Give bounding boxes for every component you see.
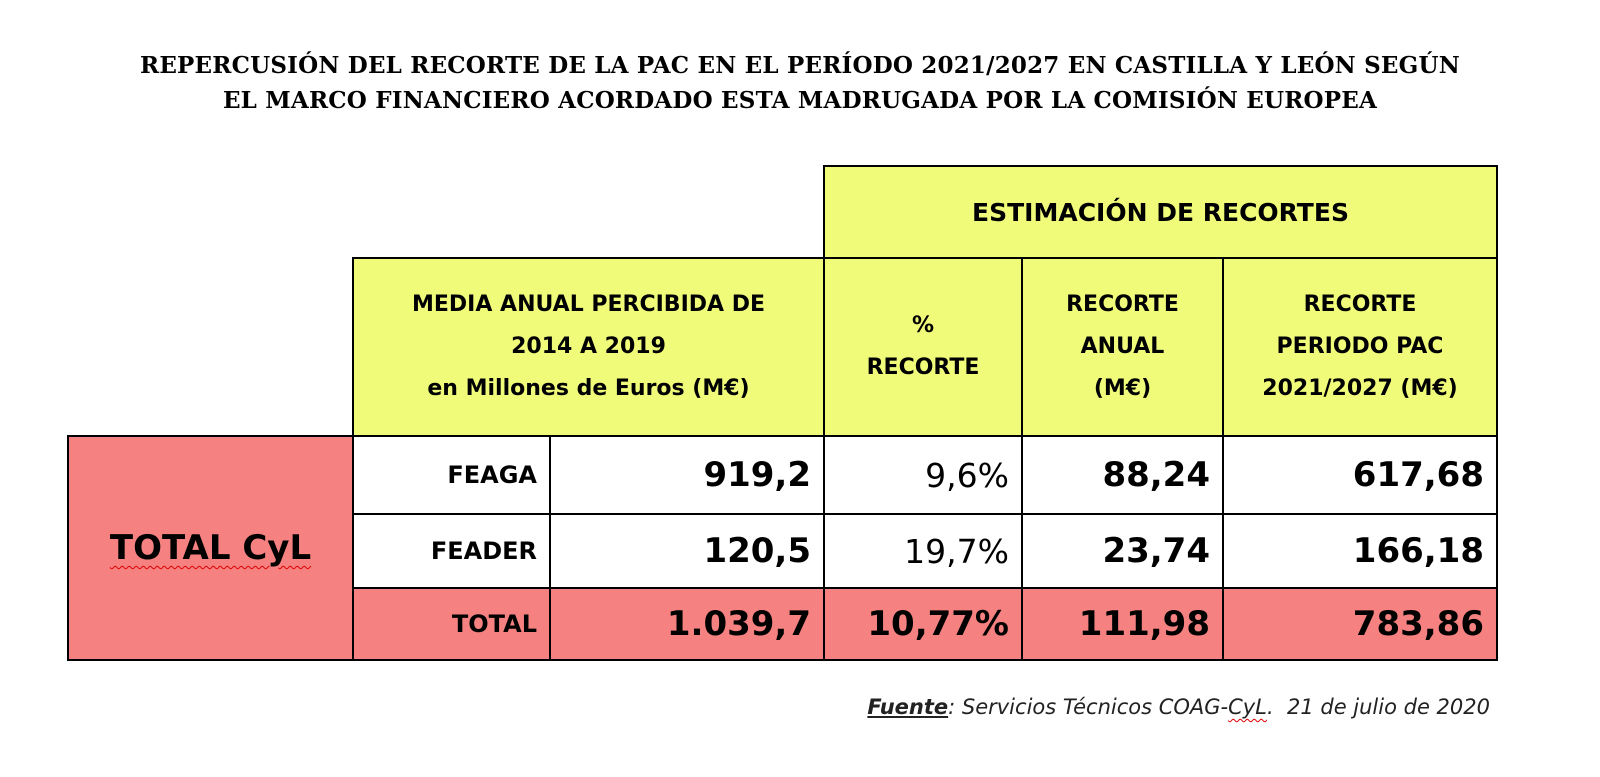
- row-label-total: TOTAL: [352, 587, 551, 661]
- pct-header-line1: %: [911, 313, 935, 338]
- cell-feader-periodo-value: 166,18: [1352, 531, 1484, 571]
- cell-feader-media-value: 120,5: [703, 531, 811, 571]
- anual-header-line2: ANUAL: [1080, 334, 1165, 359]
- cell-feaga-media: 919,2: [549, 435, 825, 515]
- total-cyl-text: TOTAL CyL: [109, 528, 312, 568]
- total-cyl-label: TOTAL CyL: [67, 435, 354, 661]
- cell-feaga-periodo-value: 617,68: [1352, 455, 1484, 495]
- source-note: Fuente: Servicios Técnicos COAG-CyL. 21 …: [867, 695, 1490, 719]
- cell-total-anual-value: 111,98: [1078, 604, 1210, 644]
- cell-feader-anual-value: 23,74: [1102, 531, 1210, 571]
- anual-header: RECORTE ANUAL (M€): [1021, 257, 1224, 437]
- anual-header-line3: (M€): [1093, 376, 1152, 401]
- row-label-feaga: FEAGA: [352, 435, 551, 515]
- source-text-a: : Servicios Técnicos COAG-: [948, 695, 1229, 719]
- source-text-cyl: CyL: [1228, 695, 1267, 719]
- periodo-header-line3: 2021/2027 (M€): [1262, 376, 1458, 401]
- cell-feaga-media-value: 919,2: [703, 455, 811, 495]
- cell-feader-media: 120,5: [549, 513, 825, 589]
- periodo-header: RECORTE PERIODO PAC 2021/2027 (M€): [1222, 257, 1498, 437]
- cell-feader-pct: 19,7%: [823, 513, 1023, 589]
- media-header-line1: MEDIA ANUAL PERCIBIDA DE: [412, 292, 765, 317]
- title-line-1: REPERCUSIÓN DEL RECORTE DE LA PAC EN EL …: [140, 52, 1460, 79]
- cell-feaga-anual-value: 88,24: [1102, 455, 1210, 495]
- cell-feaga-pct: 9,6%: [823, 435, 1023, 515]
- source-lead: Fuente: [867, 695, 949, 719]
- anual-header-line1: RECORTE: [1066, 292, 1179, 317]
- cell-total-media-value: 1.039,7: [666, 604, 811, 644]
- cell-total-anual: 111,98: [1021, 587, 1224, 661]
- cell-feaga-periodo: 617,68: [1222, 435, 1498, 515]
- cell-total-periodo-value: 783,86: [1352, 604, 1484, 644]
- pct-header-line2: RECORTE: [866, 355, 980, 380]
- cell-feader-anual: 23,74: [1021, 513, 1224, 589]
- row-label-feader: FEADER: [352, 513, 551, 589]
- cell-total-pct: 10,77%: [823, 587, 1023, 661]
- periodo-header-line1: RECORTE: [1303, 292, 1417, 317]
- cell-feaga-pct-value: 9,6%: [925, 455, 1009, 495]
- row-label-feaga-text: FEAGA: [447, 461, 537, 489]
- pct-header: % RECORTE: [823, 257, 1023, 437]
- media-header-line2: 2014 A 2019: [511, 334, 666, 359]
- media-header: MEDIA ANUAL PERCIBIDA DE 2014 A 2019 en …: [352, 257, 825, 437]
- cell-feader-periodo: 166,18: [1222, 513, 1498, 589]
- cell-feader-pct-value: 19,7%: [904, 531, 1009, 571]
- title-line-2: EL MARCO FINANCIERO ACORDADO ESTA MADRUG…: [222, 87, 1378, 114]
- cell-total-pct-value: 10,77%: [867, 604, 1009, 644]
- periodo-header-line2: PERIODO PAC: [1276, 334, 1444, 359]
- estimacion-header: ESTIMACIÓN DE RECORTES: [823, 165, 1498, 259]
- cell-total-periodo: 783,86: [1222, 587, 1498, 661]
- source-text-b: . 21 de julio de 2020: [1266, 695, 1490, 719]
- cell-total-media: 1.039,7: [549, 587, 825, 661]
- row-label-total-text: TOTAL: [451, 610, 537, 638]
- estimacion-header-label: ESTIMACIÓN DE RECORTES: [972, 197, 1349, 227]
- page-title: REPERCUSIÓN DEL RECORTE DE LA PAC EN EL …: [0, 48, 1600, 118]
- media-header-line3: en Millones de Euros (M€): [427, 376, 750, 401]
- cell-feaga-anual: 88,24: [1021, 435, 1224, 515]
- row-label-feader-text: FEADER: [430, 537, 537, 565]
